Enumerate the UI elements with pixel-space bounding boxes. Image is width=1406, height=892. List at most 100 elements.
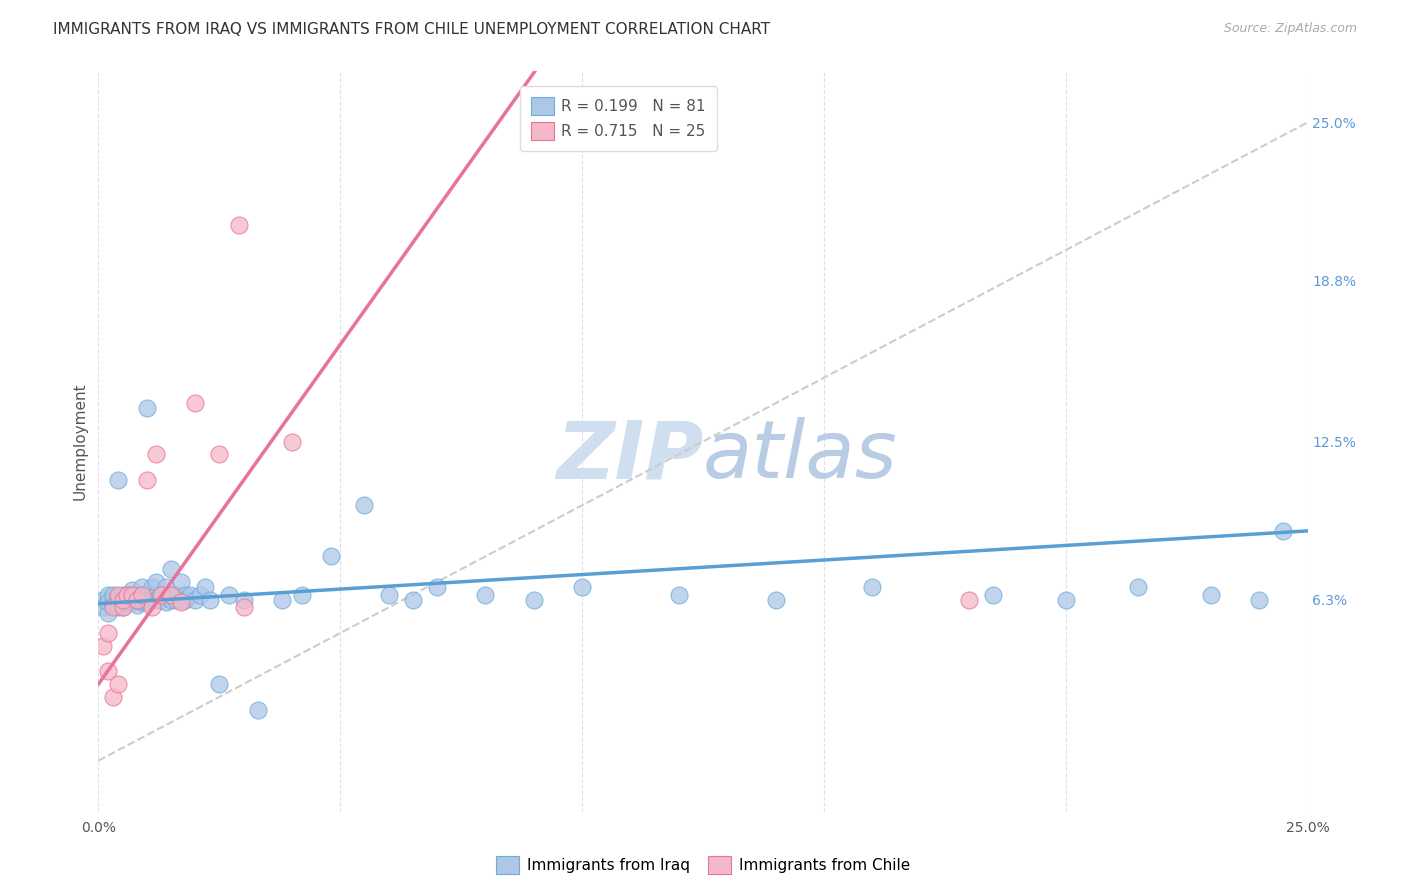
Y-axis label: Unemployment: Unemployment [72, 383, 87, 500]
Point [127, 592, 149, 607]
Point [111, 595, 134, 609]
Point [232, 600, 254, 615]
Point [121, 595, 143, 609]
Point [523, 592, 546, 607]
Point [169, 595, 191, 609]
Point [117, 592, 139, 607]
Point [981, 588, 1004, 602]
Point [135, 588, 157, 602]
Point [290, 588, 312, 602]
Point [131, 592, 153, 607]
Point [188, 588, 211, 602]
Point [111, 592, 134, 607]
Point [169, 574, 191, 589]
Point [281, 434, 304, 449]
Point [668, 588, 690, 602]
Point [117, 591, 139, 605]
Point [145, 592, 167, 607]
Point [127, 592, 149, 607]
Point [107, 677, 129, 691]
Point [135, 592, 157, 607]
Point [160, 562, 183, 576]
Point [377, 588, 399, 602]
Point [319, 549, 342, 564]
Point [107, 591, 129, 605]
Point [1128, 580, 1150, 594]
Point [150, 592, 173, 607]
Point [271, 592, 294, 607]
Point [165, 588, 187, 602]
Point [1272, 524, 1295, 538]
Point [101, 588, 124, 602]
Point [121, 582, 143, 597]
Point [141, 580, 163, 594]
Point [208, 677, 231, 691]
Point [155, 580, 177, 594]
Point [150, 588, 173, 602]
Text: atlas: atlas [703, 417, 898, 495]
Point [135, 595, 157, 609]
Point [127, 598, 149, 612]
Point [218, 588, 240, 602]
Point [135, 401, 157, 416]
Point [208, 447, 231, 461]
Text: ZIP: ZIP [555, 417, 703, 495]
Legend: R = 0.199   N = 81, R = 0.715   N = 25: R = 0.199 N = 81, R = 0.715 N = 25 [520, 87, 717, 151]
Point [97, 626, 120, 640]
Point [141, 600, 163, 615]
Point [145, 574, 167, 589]
Text: IMMIGRANTS FROM IRAQ VS IMMIGRANTS FROM CHILE UNEMPLOYMENT CORRELATION CHART: IMMIGRANTS FROM IRAQ VS IMMIGRANTS FROM … [53, 22, 770, 37]
Point [571, 580, 593, 594]
Point [101, 598, 124, 612]
Point [184, 592, 207, 607]
Point [101, 592, 124, 607]
Point [150, 588, 173, 602]
Point [101, 690, 124, 704]
Point [111, 600, 134, 615]
Point [131, 588, 153, 602]
Point [426, 580, 449, 594]
Point [184, 396, 207, 410]
Point [174, 588, 197, 602]
Point [174, 592, 197, 607]
Point [228, 218, 250, 232]
Point [474, 588, 496, 602]
Point [91, 592, 114, 607]
Point [101, 600, 124, 615]
Point [353, 499, 375, 513]
Point [117, 588, 139, 602]
Point [198, 592, 221, 607]
Point [127, 588, 149, 602]
Point [131, 595, 153, 609]
Point [1199, 588, 1222, 602]
Point [91, 600, 114, 615]
Point [97, 595, 120, 609]
Point [107, 588, 129, 602]
Point [121, 588, 143, 602]
Point [1249, 592, 1271, 607]
Point [117, 595, 139, 609]
Text: Source: ZipAtlas.com: Source: ZipAtlas.com [1223, 22, 1357, 36]
Legend: Immigrants from Iraq, Immigrants from Chile: Immigrants from Iraq, Immigrants from Ch… [491, 850, 915, 880]
Point [169, 592, 191, 607]
Point [179, 588, 201, 602]
Point [97, 665, 120, 679]
Point [121, 588, 143, 602]
Point [232, 592, 254, 607]
Point [131, 588, 153, 602]
Point [111, 600, 134, 615]
Point [160, 588, 183, 602]
Point [145, 588, 167, 602]
Point [1054, 592, 1077, 607]
Point [860, 580, 883, 594]
Point [111, 588, 134, 602]
Point [121, 591, 143, 605]
Point [247, 703, 270, 717]
Point [117, 588, 139, 602]
Point [194, 580, 217, 594]
Point [765, 592, 787, 607]
Point [165, 592, 187, 607]
Point [111, 592, 134, 607]
Point [402, 592, 425, 607]
Point [107, 595, 129, 609]
